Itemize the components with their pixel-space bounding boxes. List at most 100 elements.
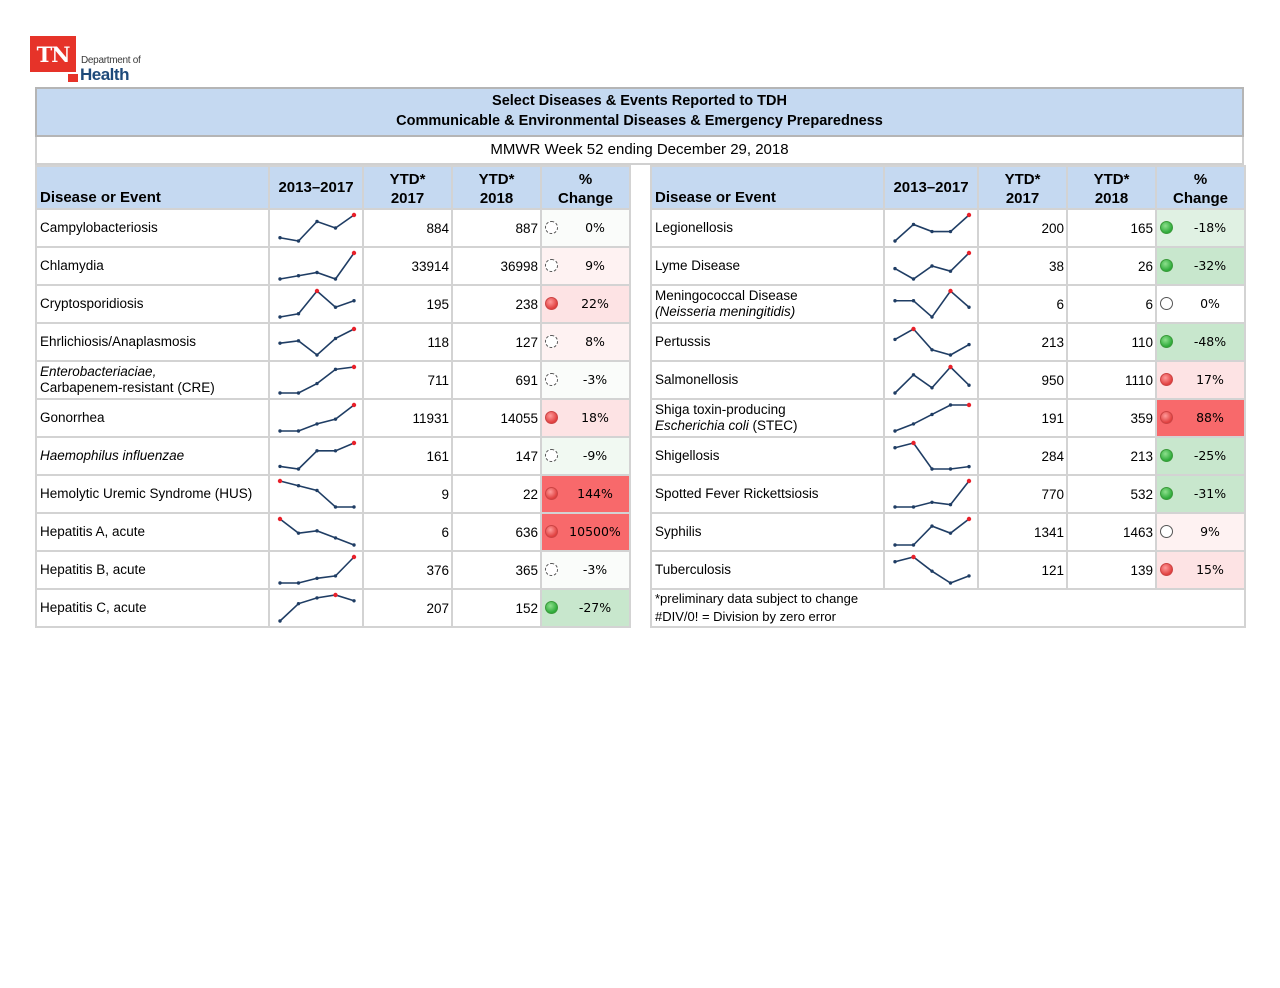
sparkline-point: [893, 299, 897, 303]
disease-name-line2: Escherichia coli (STEC): [655, 418, 798, 433]
sparkline: [278, 212, 357, 243]
sparkline-line: [895, 518, 970, 546]
change-cell: -9%: [540, 436, 631, 476]
sparkline: [893, 364, 971, 395]
left-disease-table: Disease or Event 2013–2017 YTD* 2017 YTD*…: [35, 165, 631, 628]
sparkline-point: [911, 440, 916, 446]
disease-cell: Lyme Disease: [650, 246, 885, 286]
sparkline-point: [911, 554, 916, 560]
trend-cell: [883, 550, 979, 590]
ytd2018-cell: 165: [1066, 208, 1157, 248]
change-value: -27%: [578, 600, 612, 615]
change-cell: 9%: [540, 246, 631, 286]
trend-cell: [883, 512, 979, 552]
trend-cell: [268, 398, 364, 438]
change-cell: -48%: [1155, 322, 1246, 362]
sparkline-point: [278, 581, 282, 585]
sparkline-point: [967, 574, 971, 578]
sparkline-line: [894, 214, 970, 242]
col-change: % Change: [540, 165, 631, 210]
change-cell: -27%: [540, 588, 631, 628]
ytd2017-cell: 200: [977, 208, 1068, 248]
table-row: Hemolytic Uremic Syndrome (HUS) 9 22 144%: [35, 474, 631, 514]
footnote-preliminary: *preliminary data subject to change: [655, 591, 859, 606]
change-value: 0%: [585, 220, 605, 235]
sparkline-point: [278, 236, 282, 240]
disease-cell: Pertussis: [650, 322, 885, 362]
sparkline-point: [930, 386, 934, 390]
col-ytd2017: YTD* 2017: [977, 165, 1068, 210]
trend-cell: [268, 512, 364, 552]
sparkline: [278, 364, 357, 395]
trend-cell: [268, 360, 364, 400]
sparkline-point: [911, 373, 916, 377]
sparkline-point: [948, 353, 953, 357]
ytd2018-cell: 1463: [1066, 512, 1157, 552]
sparkline-point: [352, 299, 356, 303]
sparkline-point: [333, 505, 338, 509]
change-cell: 0%: [540, 208, 631, 248]
red-circle-icon: [1160, 373, 1173, 386]
disease-name: Spotted Fever Rickettsiosis: [655, 486, 819, 501]
sparkline-point: [278, 315, 282, 319]
table-row: Pertussis 213 110 -48%: [650, 322, 1246, 362]
sparkline-point: [278, 619, 282, 623]
sparkline-point: [296, 239, 301, 243]
red-circle-icon: [545, 411, 558, 424]
trend-cell: [883, 398, 979, 438]
sparkline-line: [279, 289, 355, 318]
ytd2018-cell: 110: [1066, 322, 1157, 362]
trend-cell: [883, 208, 979, 248]
report-title: Select Diseases & Events Reported to TDH: [492, 93, 787, 109]
disease-name-line2: Carbapenem-resistant (CRE): [40, 380, 215, 395]
sparkline-point: [333, 367, 338, 372]
table-row: Gonorrhea 11931 14055 18%: [35, 398, 631, 438]
ytd2017-cell: 376: [362, 550, 453, 590]
sparkline-point: [911, 543, 916, 547]
sparkline-point: [278, 429, 282, 433]
sparkline-point: [911, 299, 916, 303]
table-row: Legionellosis 200 165 -18%: [650, 208, 1246, 248]
sparkline-point: [948, 467, 953, 471]
col-ytd2017: YTD* 2017: [362, 165, 453, 210]
change-value: -31%: [1193, 486, 1227, 501]
footnotes: *preliminary data subject to change #DIV/…: [650, 588, 1246, 628]
sparkline-point: [351, 402, 357, 408]
table-row: Campylobacteriosis 884 887 0%: [35, 208, 631, 248]
sparkline-point: [911, 326, 916, 332]
change-value: 17%: [1196, 372, 1224, 387]
sparkline-point: [351, 364, 357, 370]
ytd2018-cell: 22: [451, 474, 542, 514]
ytd2017-cell: 191: [977, 398, 1068, 438]
ytd2017-cell: 207: [362, 588, 453, 628]
disease-name: Haemophilus influenzae: [40, 448, 185, 463]
disease-name: Lyme Disease: [655, 258, 741, 273]
red-circle-icon: [545, 297, 558, 310]
report-header: Select Diseases & Events Reported to TDH…: [35, 87, 1244, 137]
trend-cell: [268, 284, 364, 324]
sparkline-point: [333, 417, 338, 421]
sparkline-line: [279, 328, 355, 357]
sparkline: [893, 516, 972, 547]
change-cell: 18%: [540, 398, 631, 438]
change-value: 9%: [585, 258, 605, 273]
sparkline-point: [333, 305, 338, 309]
sparkline-point: [296, 531, 301, 535]
sparkline-point: [930, 348, 934, 352]
disease-cell: Chlamydia: [35, 246, 270, 286]
logo-health-text: Health: [80, 65, 129, 84]
ytd2017-cell: 11931: [362, 398, 453, 438]
sparkline: [893, 288, 971, 319]
sparkline: [893, 402, 972, 433]
table-row: Shiga toxin-producing Escherichia coli (S…: [650, 398, 1246, 438]
ytd2018-cell: 26: [1066, 246, 1157, 286]
change-value: -18%: [1193, 220, 1227, 235]
disease-cell: Salmonellosis: [650, 360, 885, 400]
change-value: 0%: [1200, 296, 1220, 311]
disease-name: Tuberculosis: [655, 562, 732, 577]
green-circle-icon: [1160, 259, 1173, 272]
report-subtitle: Communicable & Environmental Diseases & …: [396, 113, 883, 129]
sparkline-point: [948, 403, 953, 407]
ytd2017-cell: 118: [362, 322, 453, 362]
table-row: Ehrlichiosis/Anaplasmosis 118 127 8%: [35, 322, 631, 362]
